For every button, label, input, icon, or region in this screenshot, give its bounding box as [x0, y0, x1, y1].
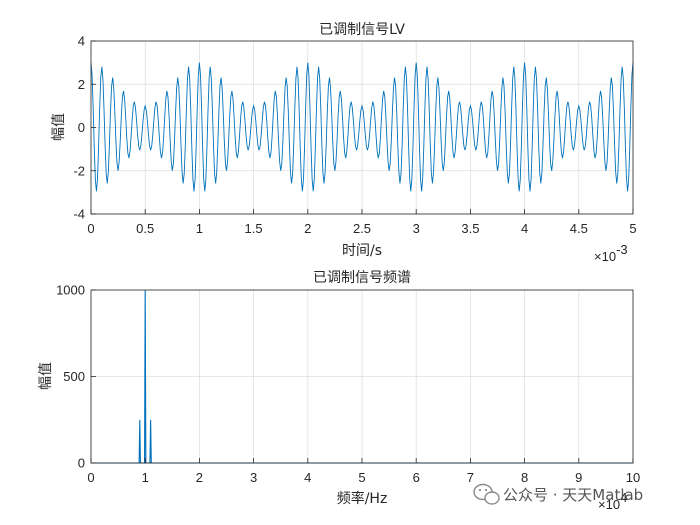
x-exponent-top: ×10-3 [594, 242, 628, 264]
x-tick-label: 4 [304, 470, 311, 485]
x-tick-label: 1 [196, 221, 203, 236]
x-tick-label: 4.5 [570, 221, 588, 236]
y-tick-label: 500 [63, 369, 85, 384]
y-tick-label: 0 [78, 456, 85, 471]
ticks-top: 0 0.5 1 1.5 2 2.5 3 3.5 4 4.5 5 -4 -2 0 2 4 [73, 34, 636, 237]
x-tick-label: 10 [626, 470, 640, 485]
chart-title-top: 已调制信号LV [319, 22, 405, 38]
x-tick-label: 2 [304, 221, 311, 236]
y-axis-label-top: 幅值 [51, 113, 67, 141]
x-axis-label-top: 时间/s [342, 243, 382, 259]
y-tick-label: -4 [73, 207, 85, 222]
x-tick-label: 2 [196, 470, 203, 485]
spectrum-chart: 0 1 2 3 4 5 6 7 8 9 10 0 500 1000 已调制信号频谱 频率/Hz 幅值 ×1… [38, 270, 640, 512]
x-tick-label: 6 [413, 470, 420, 485]
ticks-bottom: 0 1 2 3 4 5 6 7 8 9 10 0 500 1000 [56, 283, 640, 486]
x-tick-label: 2.5 [353, 221, 371, 236]
x-tick-label: 3 [413, 221, 420, 236]
y-tick-label: 1000 [56, 283, 85, 298]
x-tick-label: 7 [467, 470, 474, 485]
y-tick-label: 0 [78, 120, 85, 135]
series-modulated-signal [90, 62, 634, 192]
x-tick-label: 4 [521, 221, 528, 236]
x-tick-label: 5 [629, 221, 636, 236]
x-tick-label: 1.5 [245, 221, 263, 236]
wechat-icon [473, 483, 500, 505]
x-tick-label: 0.5 [136, 221, 154, 236]
x-exponent-bottom: ×104 [598, 490, 627, 512]
watermark-text: 公众号 · 天天Matlab [503, 486, 643, 504]
x-tick-label: 8 [521, 470, 528, 485]
y-tick-label: 4 [78, 34, 85, 49]
x-tick-label: 1 [142, 470, 149, 485]
x-tick-label: 0 [87, 470, 94, 485]
y-tick-label: -2 [73, 163, 85, 178]
y-axis-label-bottom: 幅值 [38, 362, 54, 390]
x-tick-label: 9 [575, 470, 582, 485]
x-tick-label: 3.5 [461, 221, 479, 236]
x-tick-label: 3 [250, 470, 257, 485]
x-axis-label-bottom: 频率/Hz [337, 490, 388, 507]
modulated-signal-chart: 0 0.5 1 1.5 2 2.5 3 3.5 4 4.5 5 -4 -2 0 2 4 已调制信号LV 时间/… [51, 22, 637, 264]
x-exponent-power-bottom: 4 [620, 490, 627, 505]
x-tick-label: 5 [358, 470, 365, 485]
y-tick-label: 2 [78, 77, 85, 92]
x-tick-label: 0 [87, 221, 94, 236]
x-exponent-base-top: ×10 [594, 249, 616, 264]
x-exponent-base-bottom: ×10 [598, 497, 620, 512]
chart-title-bottom: 已调制信号频谱 [313, 270, 411, 286]
x-exponent-power-top: -3 [616, 242, 628, 257]
watermark: 公众号 · 天天Matlab [473, 483, 643, 505]
